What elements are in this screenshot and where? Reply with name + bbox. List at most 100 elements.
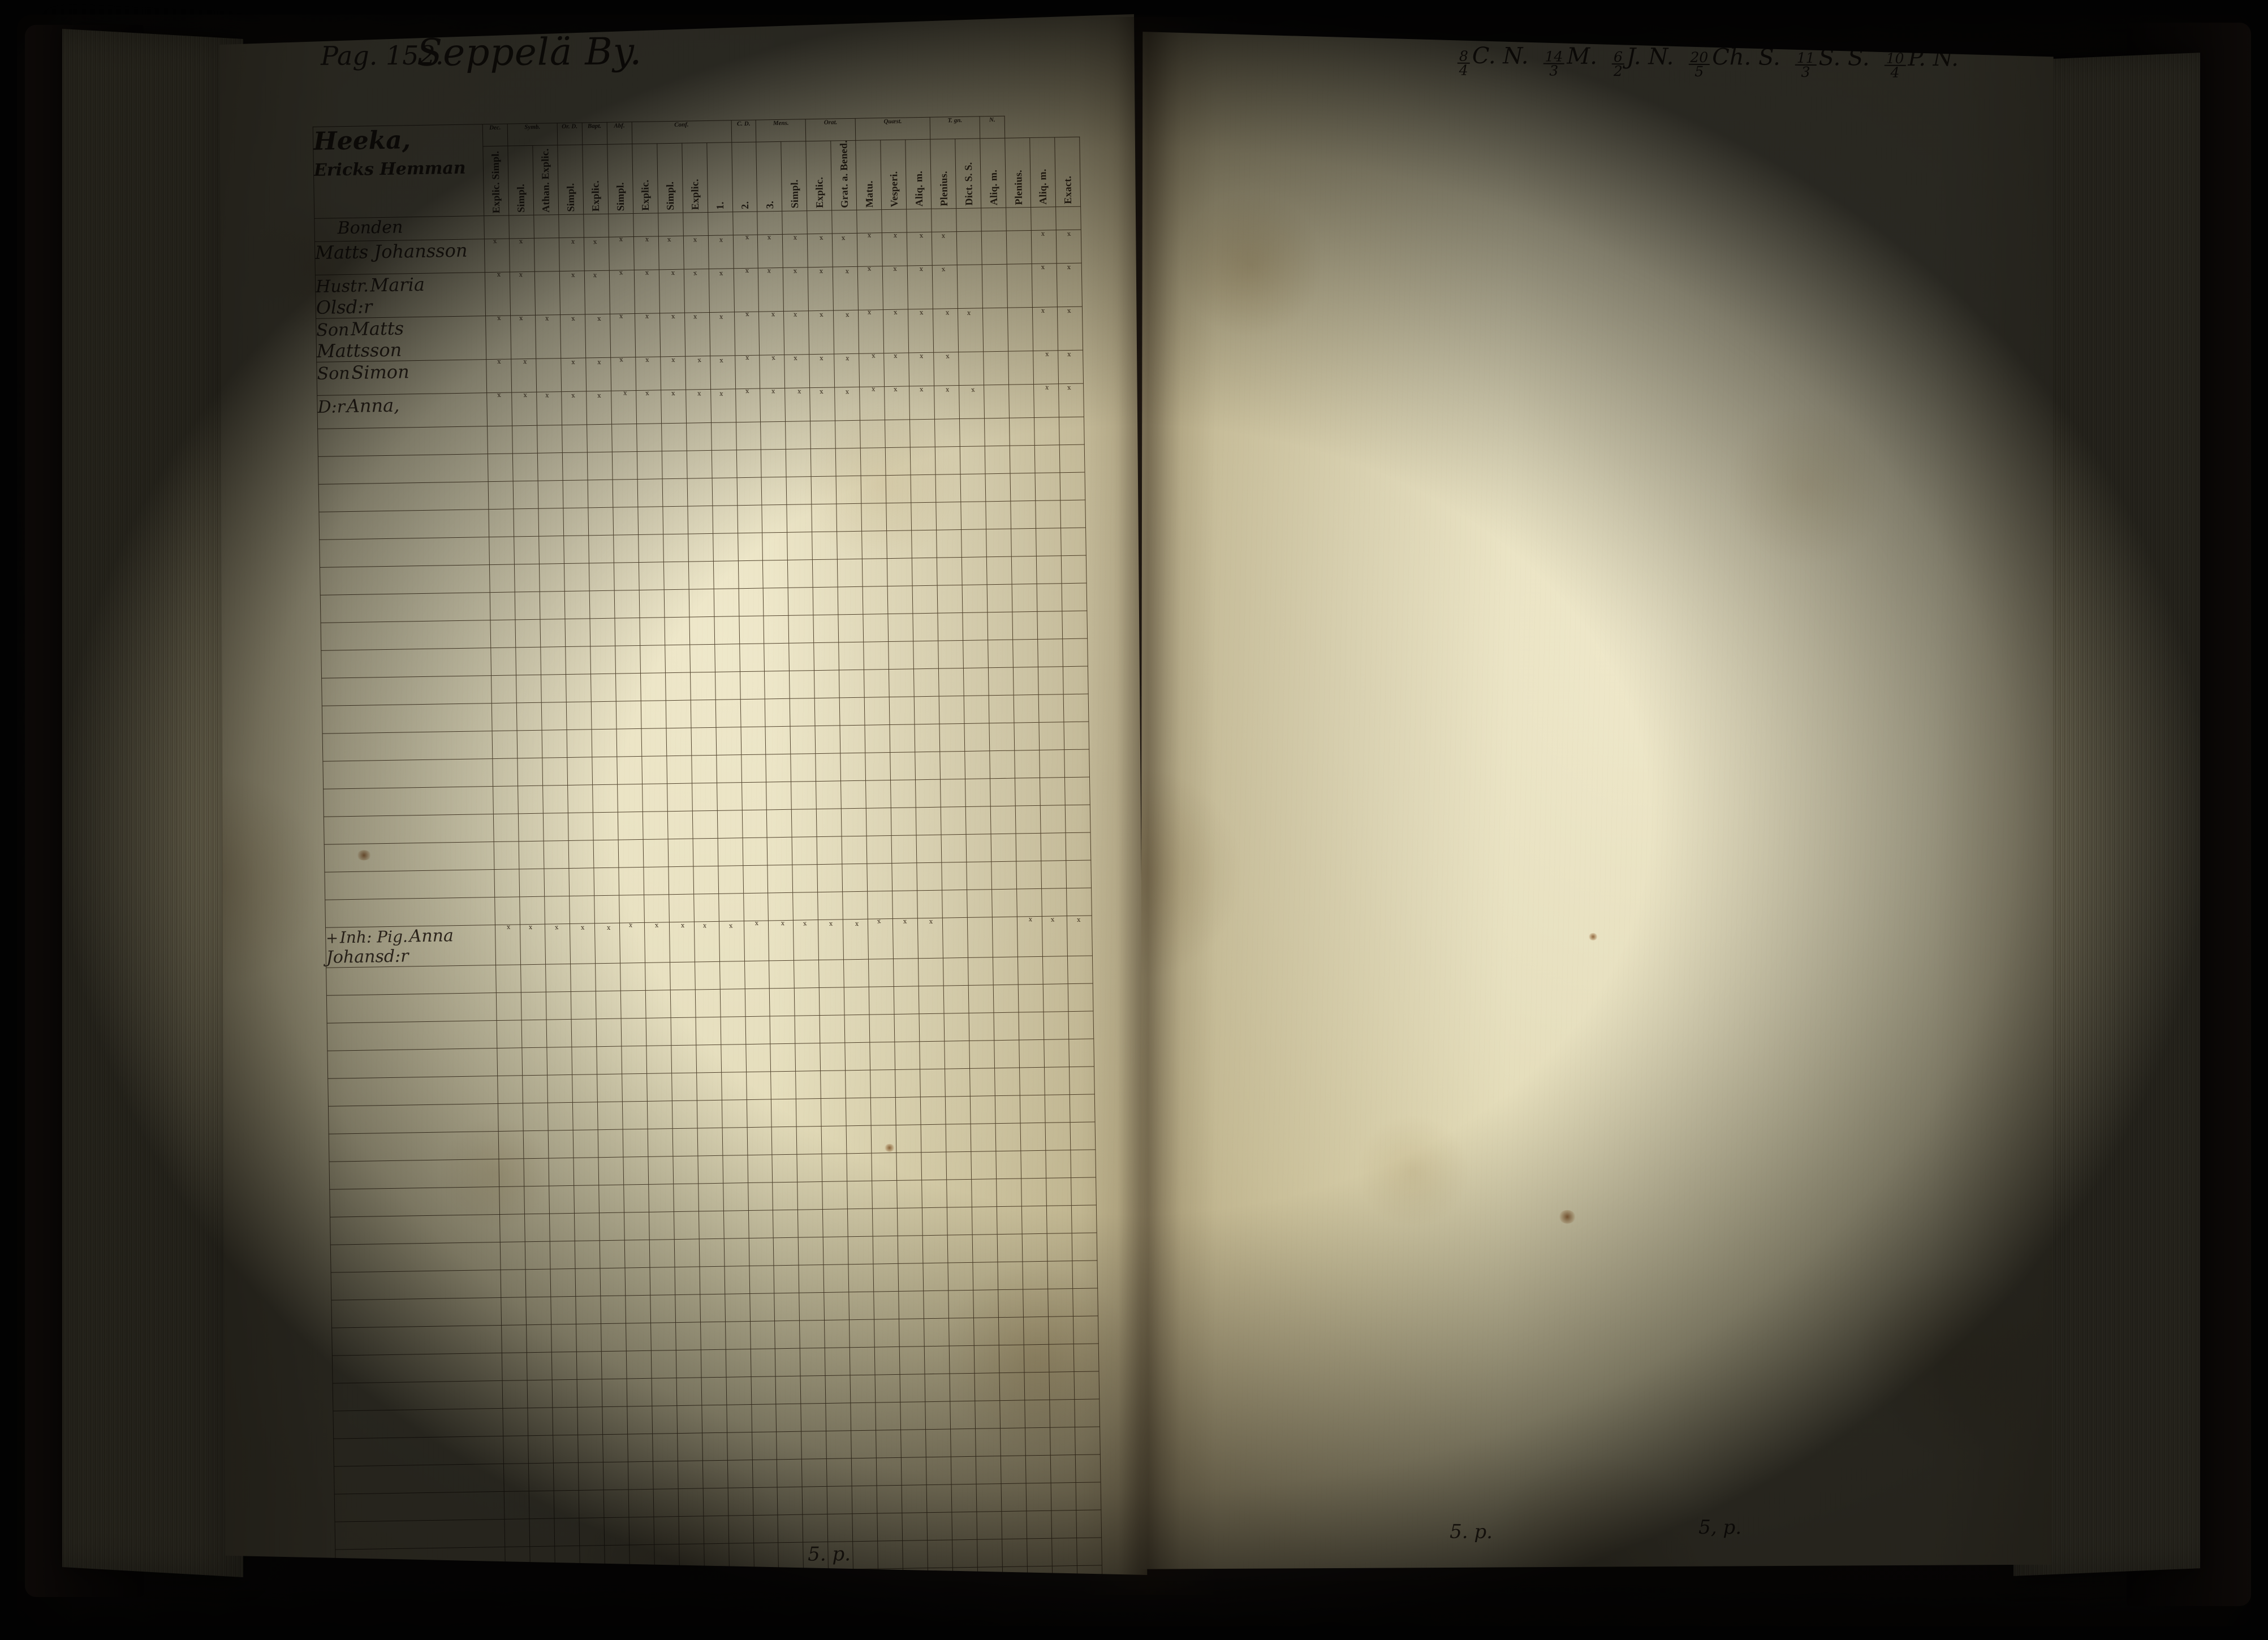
attendance-mark-cell: x: [1017, 916, 1042, 957]
grid-cell: [836, 448, 861, 476]
left-page: Pag. 152. Seppelä By. Heeka, Ericks Hemma…: [210, 14, 1148, 1581]
grid-cell: [964, 696, 989, 724]
grid-cell: [846, 1070, 871, 1098]
grid-cell: [514, 508, 539, 537]
grid-cell: [617, 784, 643, 812]
grid-cell: [526, 1297, 551, 1325]
grid-cell: [1076, 1510, 1102, 1538]
grid-cell: [603, 1462, 628, 1490]
grid-cell: [751, 1349, 776, 1377]
grid-cell: [812, 504, 837, 532]
attendance-mark-cell: x: [512, 392, 537, 426]
grid-cell: [693, 894, 719, 922]
grid-cell: [672, 1128, 698, 1156]
grid-cell: [1038, 694, 1064, 723]
grid-cell: [943, 957, 969, 986]
grid-cell: [960, 474, 986, 502]
grid-cell: [1036, 500, 1061, 529]
column-sub-header: Matu.: [856, 140, 882, 210]
grid-cell: [896, 1097, 921, 1125]
column-group-header: Abf.: [607, 122, 632, 145]
attendance-mark-cell: x: [908, 309, 934, 353]
attendance-mark-cell: x: [584, 270, 610, 314]
grid-cell: [700, 1294, 725, 1322]
attendance-mark: x: [645, 389, 650, 398]
grid-cell: [916, 779, 941, 808]
grid-cell: [618, 812, 643, 840]
grid-cell: [718, 838, 743, 866]
marginalia-numerator: 14: [1543, 50, 1564, 64]
grid-cell: [713, 561, 739, 589]
grid-cell: [594, 868, 619, 896]
grid-cell: [502, 1380, 528, 1409]
person-name-cell: [330, 1214, 501, 1245]
grid-cell: [1010, 473, 1036, 501]
grid-cell: [796, 1099, 822, 1127]
grid-cell: [799, 1237, 824, 1265]
grid-cell: [1002, 1511, 1027, 1539]
attendance-mark-cell: x: [958, 308, 984, 352]
grid-cell: [644, 895, 669, 923]
column-sub-header: Dict. S. S.: [955, 139, 981, 209]
grid-cell: [723, 1183, 748, 1211]
grid-cell: [747, 1127, 773, 1155]
grid-cell: [550, 1268, 576, 1297]
grid-cell: [570, 964, 596, 992]
grid-cell: [1025, 1455, 1051, 1483]
grid-cell: [987, 584, 1012, 612]
grid-cell: [895, 1042, 920, 1070]
grid-cell: [1011, 556, 1037, 584]
grid-cell: [692, 810, 718, 839]
grid-cell: [839, 670, 865, 698]
person-name-cell: [326, 993, 497, 1024]
grid-cell: [1020, 1067, 1045, 1095]
grid-cell: [602, 1406, 628, 1435]
grid-cell: [988, 612, 1013, 640]
grid-cell: [850, 1319, 875, 1348]
grid-cell: [499, 1186, 525, 1215]
grid-cell: [568, 813, 593, 841]
attendance-mark-cell: x: [735, 389, 761, 422]
grid-cell: [984, 351, 1009, 385]
grid-cell: [957, 265, 982, 309]
grid-cell: [541, 647, 566, 675]
grid-cell: [939, 668, 964, 696]
grid-cell: [549, 1185, 575, 1214]
grid-cell: [671, 1017, 696, 1046]
grid-cell: [985, 418, 1010, 446]
grid-cell: [715, 672, 740, 700]
person-name-cell: [325, 870, 495, 900]
attendance-mark-cell: x: [794, 920, 819, 961]
grid-cell: [675, 1322, 701, 1350]
grid-cell: [547, 1102, 573, 1130]
marginalia-denominator: 4: [1890, 64, 1900, 81]
attendance-mark: x: [719, 390, 723, 398]
grid-cell: [960, 418, 985, 447]
attendance-mark: x: [867, 231, 871, 239]
grid-cell: [493, 758, 518, 787]
grid-cell: [1038, 667, 1063, 695]
grid-cell: [910, 447, 935, 475]
grid-cell: [739, 644, 765, 672]
grid-cell: [889, 641, 914, 670]
grid-cell: [579, 1490, 604, 1518]
attendance-mark-cell: x: [609, 237, 634, 271]
attendance-mark: x: [719, 356, 723, 364]
grid-cell: [1024, 1344, 1049, 1373]
column-sub-header-label: Grat. a. Bened.: [838, 140, 850, 208]
grid-cell: [726, 1377, 752, 1405]
grid-cell: [728, 1543, 754, 1571]
grid-cell: [636, 424, 662, 452]
person-name-cell: [335, 1547, 506, 1577]
column-sub-header-label: Explic.: [813, 176, 825, 209]
grid-cell: [937, 557, 963, 585]
grid-cell: [614, 590, 640, 618]
attendance-mark: x: [793, 354, 797, 362]
grid-cell: [820, 987, 845, 1016]
grid-cell: [1071, 1150, 1096, 1178]
grid-cell: [1012, 584, 1037, 612]
grid-cell: [745, 1016, 771, 1045]
grid-cell: [983, 308, 1008, 352]
grid-cell: [940, 751, 965, 779]
grid-cell: [580, 1573, 605, 1602]
